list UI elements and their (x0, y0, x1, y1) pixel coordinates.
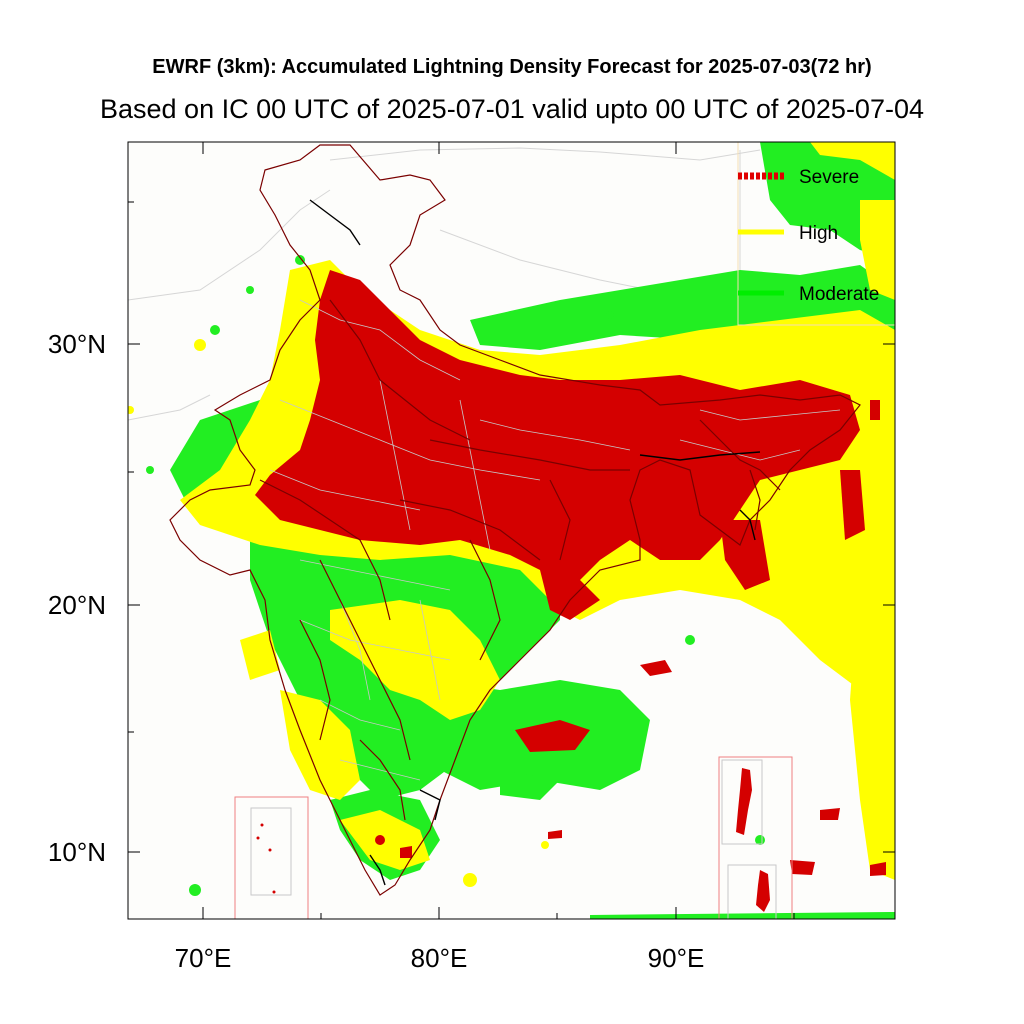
legend-label-severe: Severe (799, 167, 859, 188)
inset-andaman-nicobar (718, 756, 793, 919)
y-tick-label-30n: 30°N (48, 329, 106, 359)
y-tick-label-20n: 20°N (48, 590, 106, 620)
map-subtitle: Based on IC 00 UTC of 2025-07-01 valid u… (100, 94, 924, 124)
legend: Severe High Moderate (737, 142, 895, 326)
map-title: EWRF (3km): Accumulated Lightning Densit… (152, 56, 872, 78)
legend-label-high: High (799, 223, 838, 244)
severe-density-areas (255, 270, 886, 876)
x-tick-label-70e: 70°E (175, 943, 232, 973)
legend-label-moderate: Moderate (799, 284, 879, 305)
inset-lakshadweep (234, 796, 309, 919)
x-tick-label-80e: 80°E (411, 943, 468, 973)
axis-ticks (128, 142, 895, 919)
india-boundary (169, 144, 861, 896)
international-border-segments (309, 199, 761, 886)
x-tick-label-90e: 90°E (648, 943, 705, 973)
y-tick-label-10n: 10°N (48, 837, 106, 867)
map-frame (127, 141, 896, 920)
district-boundaries (269, 299, 841, 781)
